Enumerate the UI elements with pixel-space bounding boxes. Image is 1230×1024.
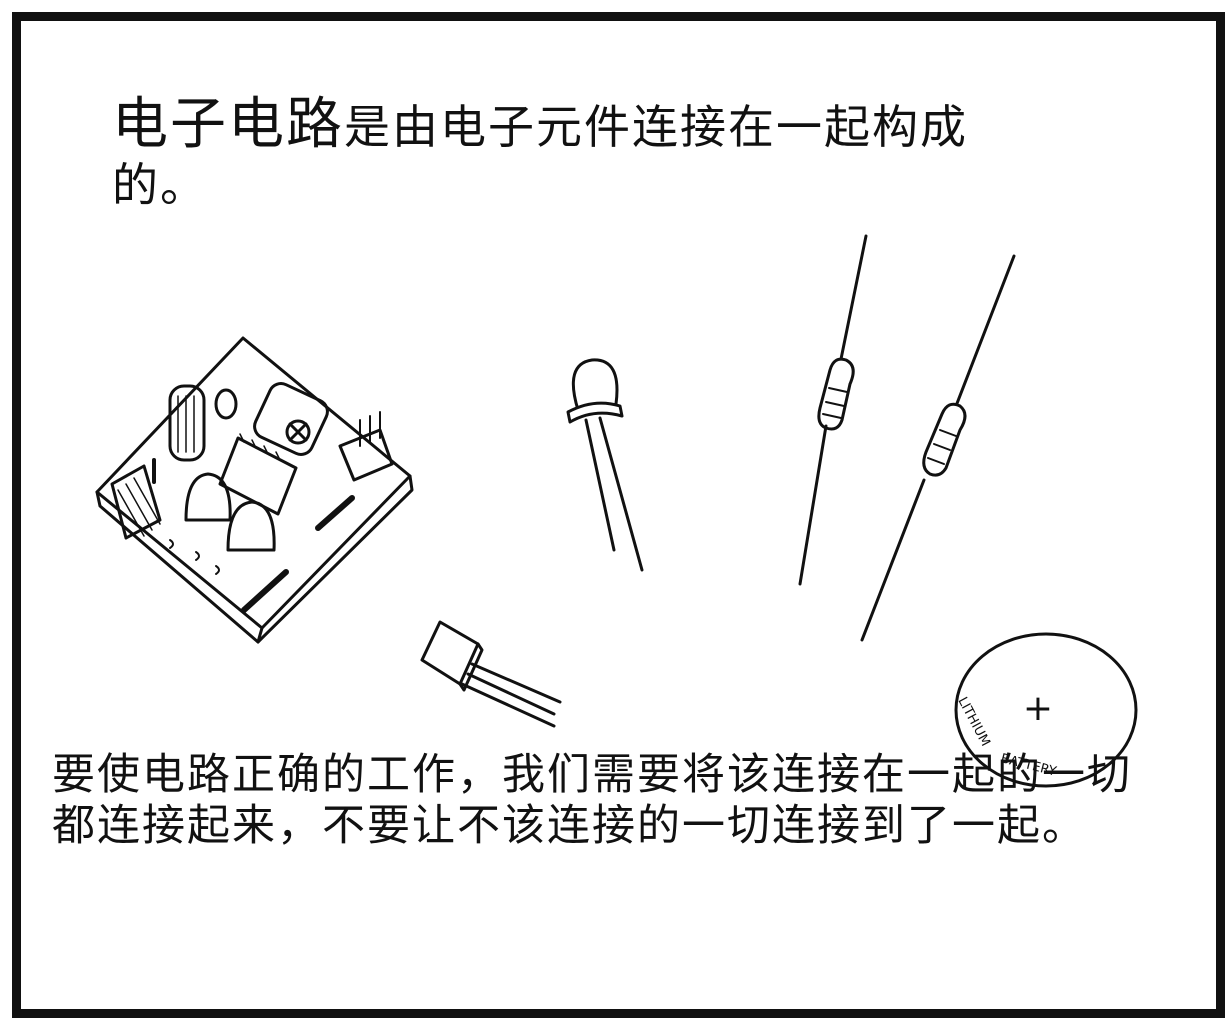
top-caption: 电子电路是由电子元件连接在一起构成的。: [112, 92, 1012, 212]
led-drawing: [568, 360, 642, 570]
transistor-drawing: [422, 622, 560, 726]
coin-battery-drawing: + LITHIUM BATTERY: [954, 634, 1136, 786]
caption-lead-rest: 是由电子元件连接在一起构成的。: [112, 100, 968, 213]
battery-plus-symbol: +: [1023, 688, 1053, 729]
bottom-caption: 要使电路正确的工作，我们需要将该连接在一起的一切都连接起来，不要让不该连接的一切…: [52, 750, 1132, 851]
caption-lead-term: 电子电路: [112, 92, 344, 157]
resistor-drawing-2: [862, 256, 1014, 640]
resistor-drawing-1: [800, 236, 866, 584]
circuit-board-drawing: [97, 338, 412, 642]
